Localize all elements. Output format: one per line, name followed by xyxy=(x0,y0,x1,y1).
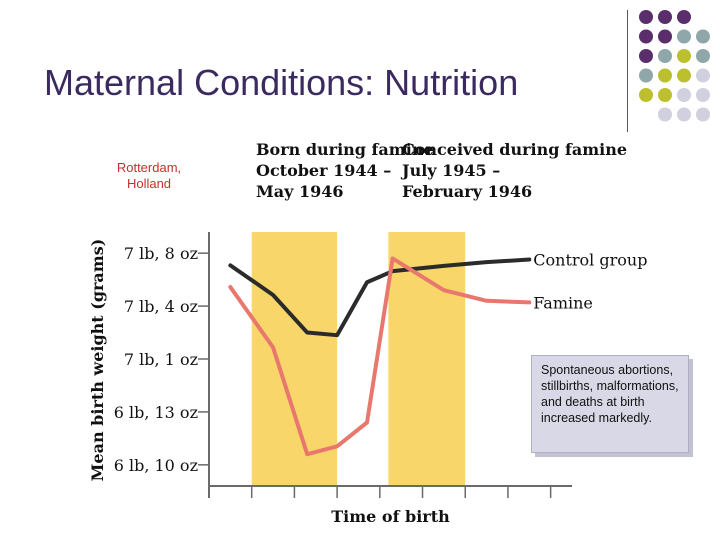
title-divider xyxy=(627,10,628,132)
y-tick-label: 7 lb, 4 oz xyxy=(124,297,198,316)
decorative-dot xyxy=(658,88,672,102)
y-tick-label: 6 lb, 13 oz xyxy=(114,403,198,422)
decorative-dot xyxy=(658,10,672,24)
decorative-dot xyxy=(677,49,691,63)
famine-line xyxy=(228,256,532,457)
band-header-conceived-during-famine: Conceived during famine July 1945 – Febr… xyxy=(402,140,628,201)
decorative-dot xyxy=(677,10,691,24)
decorative-dot xyxy=(677,88,691,102)
decorative-dot xyxy=(696,88,710,102)
shaded-period-band xyxy=(388,232,466,486)
decorative-dot xyxy=(639,68,653,83)
decorative-dot xyxy=(658,107,672,122)
shaded-period-band xyxy=(251,232,338,486)
y-tick-label: 6 lb, 10 oz xyxy=(114,456,198,475)
decorative-dot xyxy=(696,107,710,122)
decorative-dot xyxy=(639,88,653,102)
decorative-dot xyxy=(658,68,672,83)
decorative-dot xyxy=(696,29,710,44)
decorative-dot xyxy=(658,49,672,63)
decorative-dot xyxy=(696,68,710,83)
decorative-dot-grid xyxy=(639,10,710,122)
control-group-line xyxy=(228,257,532,338)
y-tick-label: 7 lb, 1 oz xyxy=(124,350,198,369)
control-group-legend-label: Control group xyxy=(533,251,647,270)
decorative-dot xyxy=(677,68,691,83)
decorative-dot xyxy=(639,29,653,44)
location-label: Rotterdam, Holland xyxy=(116,160,182,191)
outcome-note: Spontaneous abortions, stillbirths, malf… xyxy=(531,355,689,453)
decorative-dot xyxy=(658,29,672,44)
decorative-dot xyxy=(696,49,710,63)
slide-title: Maternal Conditions: Nutrition xyxy=(44,62,519,103)
decorative-dot xyxy=(677,29,691,44)
decorative-dot xyxy=(677,107,691,122)
y-tick-label: 7 lb, 8 oz xyxy=(124,244,198,263)
famine-legend-label: Famine xyxy=(533,293,593,312)
decorative-dot xyxy=(639,10,653,24)
y-axis-label: Mean birth weight (grams) xyxy=(88,239,107,482)
decorative-dot xyxy=(639,49,653,63)
x-axis-label: Time of birth xyxy=(331,507,450,526)
band-header-born-during-famine: Born during famine October 1944 – May 19… xyxy=(256,140,434,201)
